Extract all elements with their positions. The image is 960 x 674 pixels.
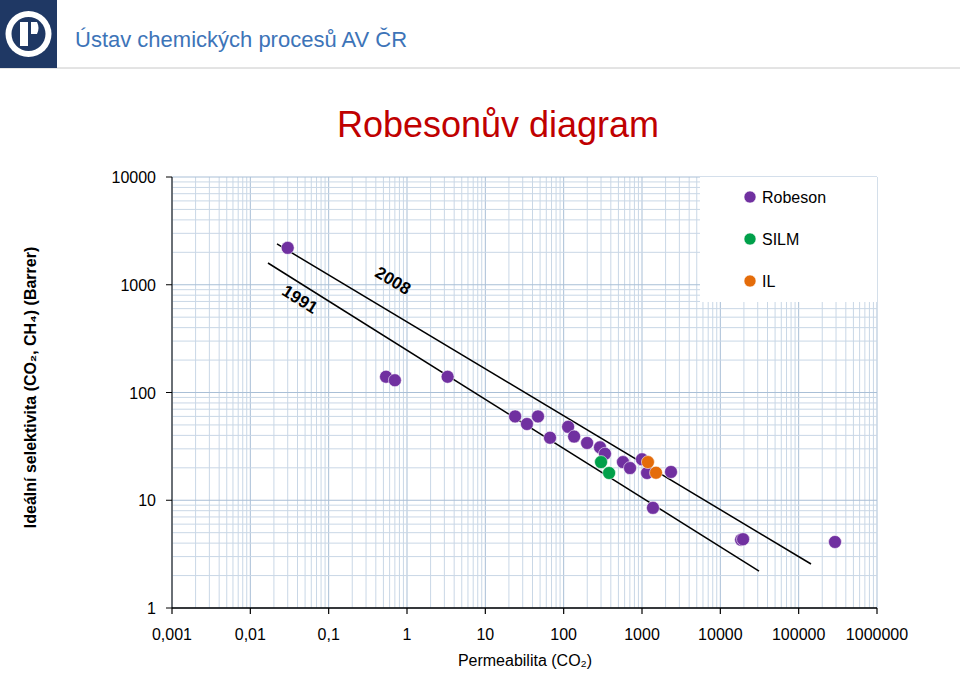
header-rule <box>0 68 960 69</box>
x-tick-label: 1000 <box>624 626 660 643</box>
trend-line <box>268 263 759 571</box>
y-tick-label: 100 <box>129 385 156 402</box>
point <box>829 535 842 548</box>
header-band <box>0 0 960 68</box>
y-minor-grid-line <box>172 516 877 517</box>
point <box>520 418 533 431</box>
point <box>737 533 750 546</box>
legend-label: SILM <box>762 231 799 248</box>
y-minor-grid-line <box>172 308 877 309</box>
axes: 0,001 0,01 0,1 1 10 100 1000 10000 100000 1000000… <box>22 169 908 669</box>
y-tick-label: 1 <box>147 600 156 617</box>
y-tick <box>166 177 172 178</box>
point <box>650 466 663 479</box>
y-minor-grid-line <box>172 510 877 511</box>
x-tick <box>876 608 877 614</box>
x-tick-label: 10000 <box>698 626 743 643</box>
x-tick <box>171 608 172 614</box>
x-tick <box>798 608 799 614</box>
point <box>281 241 294 254</box>
point <box>509 410 522 423</box>
x-tick-label: 0,01 <box>235 626 266 643</box>
y-tick-label: 10000 <box>112 169 157 186</box>
x-tick <box>485 608 486 614</box>
logo <box>0 0 57 68</box>
line-label: 2008 <box>372 263 414 299</box>
y-tick-label: 10 <box>138 492 156 509</box>
x-tick <box>328 608 329 614</box>
y-minor-grid-line <box>172 317 877 318</box>
legend-swatch <box>744 233 756 245</box>
point <box>388 374 401 387</box>
point <box>603 467 616 480</box>
chart: Ústav chemických procesů AV ČR Robesonův … <box>0 0 960 674</box>
legend: Robeson SILM IL <box>700 177 877 302</box>
x-tick-label: 100 <box>550 626 577 643</box>
legend-box <box>700 177 877 302</box>
y-minor-grid-line <box>172 532 877 533</box>
y-grid-line <box>172 500 877 501</box>
x-tick-label: 10 <box>476 626 494 643</box>
y-minor-grid-line <box>172 409 877 410</box>
x-tick <box>563 608 564 614</box>
y-tick-label: 1000 <box>120 277 156 294</box>
chart-title: Robesonův diagram <box>337 104 659 145</box>
logo-bg <box>0 0 57 68</box>
x-tick-label: 100000 <box>772 626 825 643</box>
x-tick-label: 0,1 <box>318 626 340 643</box>
point <box>646 501 659 514</box>
logo-mark <box>20 22 39 46</box>
y-tick <box>166 392 172 393</box>
legend-swatch <box>744 275 756 287</box>
x-axis-line <box>172 607 877 609</box>
y-minor-grid-line <box>172 543 877 544</box>
y-minor-grid-line <box>172 402 877 403</box>
y-minor-grid-line <box>172 435 877 436</box>
x-tick-label: 1 <box>403 626 412 643</box>
x-axis-label: Permeabilita (CO₂) <box>458 652 592 669</box>
y-minor-grid-line <box>172 524 877 525</box>
y-tick <box>166 284 172 285</box>
y-minor-grid-line <box>172 360 877 361</box>
point <box>441 370 454 383</box>
y-minor-grid-line <box>172 397 877 398</box>
point <box>595 456 608 469</box>
point <box>531 410 544 423</box>
x-tick <box>720 608 721 614</box>
y-tick <box>166 608 172 609</box>
legend-label: IL <box>762 273 775 290</box>
line-labels: 1991 2008 <box>279 263 414 318</box>
x-tick <box>641 608 642 614</box>
point <box>568 430 581 443</box>
institute-name: Ústav chemických procesů AV ČR <box>75 27 407 52</box>
x-tick-label: 0,001 <box>152 626 192 643</box>
y-minor-grid-line <box>172 467 877 468</box>
y-axis-label: Ideální selektivita (CO₂, CH₄) (Barrer) <box>22 247 39 528</box>
point <box>664 465 677 478</box>
point <box>544 431 557 444</box>
x-tick-label: 1000000 <box>846 626 908 643</box>
point <box>641 456 654 469</box>
logo-circle <box>6 11 52 57</box>
legend-label: Robeson <box>762 189 826 206</box>
legend-swatch <box>744 191 756 203</box>
y-tick <box>166 500 172 501</box>
y-minor-grid-line <box>172 556 877 557</box>
grid <box>172 177 877 608</box>
y-minor-grid-line <box>172 327 877 328</box>
y-minor-grid-line <box>172 448 877 449</box>
y-minor-grid-line <box>172 416 877 417</box>
y-minor-grid-line <box>172 575 877 576</box>
point <box>581 436 594 449</box>
y-grid-line <box>172 608 877 609</box>
y-minor-grid-line <box>172 505 877 506</box>
x-tick <box>406 608 407 614</box>
y-minor-grid-line <box>172 341 877 342</box>
line-label: 1991 <box>279 281 321 317</box>
logo-inner <box>12 17 46 51</box>
x-tick <box>250 608 251 614</box>
point <box>624 462 637 475</box>
